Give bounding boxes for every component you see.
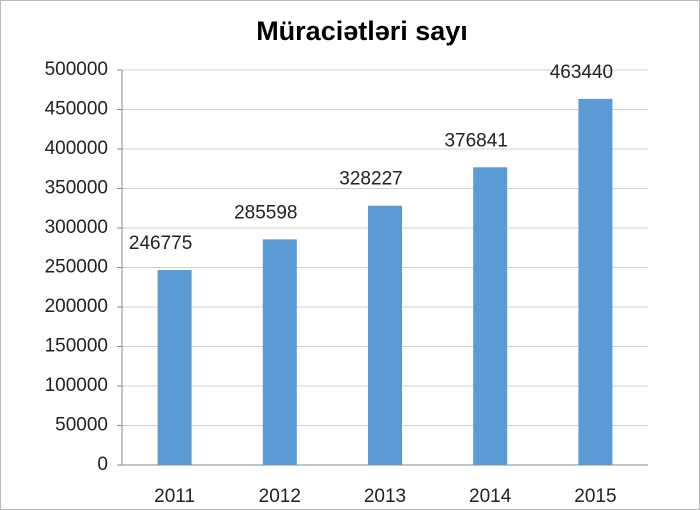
y-tick-label: 400000 xyxy=(45,138,108,159)
x-tick-label: 2011 xyxy=(154,486,195,507)
x-tick-label: 2014 xyxy=(469,486,512,507)
x-tick-label: 2013 xyxy=(364,486,406,507)
y-tick-label: 0 xyxy=(97,454,108,475)
y-tick-label: 350000 xyxy=(45,178,108,199)
y-tick-label: 150000 xyxy=(45,336,108,357)
data-label: 463440 xyxy=(550,62,613,83)
bar xyxy=(262,239,297,465)
data-label: 376841 xyxy=(444,130,507,151)
x-tick-label: 2012 xyxy=(259,486,301,507)
chart-title: Müraciətləri sayı xyxy=(256,16,468,46)
data-label: 285598 xyxy=(234,202,297,223)
y-tick-label: 250000 xyxy=(45,257,108,278)
bar xyxy=(157,270,192,465)
data-label: 246775 xyxy=(129,233,192,254)
y-tick-label: 200000 xyxy=(45,296,108,317)
bar xyxy=(368,205,402,465)
y-tick-label: 500000 xyxy=(45,59,108,80)
data-label: 328227 xyxy=(339,169,402,190)
bar xyxy=(473,167,508,466)
y-tick-label: 100000 xyxy=(45,375,108,396)
y-tick-label: 50000 xyxy=(55,415,108,436)
bar xyxy=(578,98,613,466)
x-tick-label: 2015 xyxy=(574,486,616,507)
y-tick-label: 300000 xyxy=(45,217,108,238)
y-tick-label: 450000 xyxy=(45,99,108,120)
